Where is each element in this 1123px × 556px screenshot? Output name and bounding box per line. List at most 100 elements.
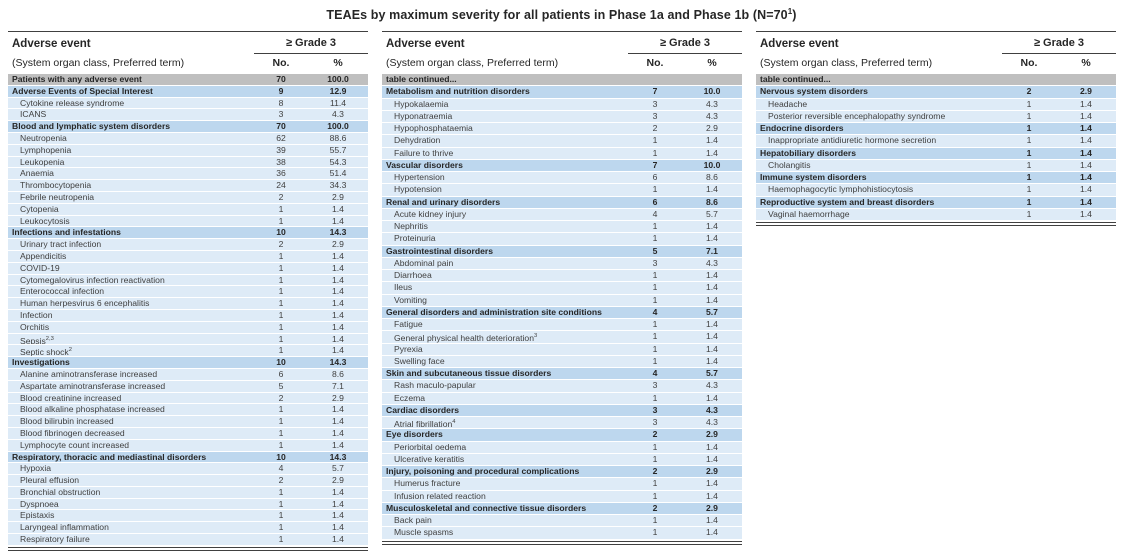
cell-pct: 1.4 xyxy=(332,309,344,320)
row-label: Cholangitis xyxy=(768,159,811,170)
cell-pct: 1.4 xyxy=(706,478,718,489)
row-label: Urinary tract infection xyxy=(20,239,102,250)
footnote-marker: 3 xyxy=(533,333,538,340)
cell-pct: 1.4 xyxy=(706,319,718,329)
row-label: Ileus xyxy=(394,282,413,293)
row-label: Cytomegalovirus infection reactivation xyxy=(20,274,165,285)
row-label: Infection xyxy=(20,309,53,320)
table-row-item: Infection 1 1.4 xyxy=(8,309,368,322)
column-header-pct: % xyxy=(333,57,343,69)
cell-no: 4 xyxy=(652,208,658,219)
cell-no: 1 xyxy=(652,270,658,280)
column-group-grade3: ≥ Grade 3 xyxy=(628,34,742,54)
table-row-item: Inappropriate antidiuretic hormone secre… xyxy=(756,135,1116,148)
row-label: Adverse Events of Special Interest xyxy=(12,85,153,96)
footnote-marker: 4 xyxy=(452,419,456,425)
row-label: Skin and subcutaneous tissue disorders xyxy=(386,368,552,378)
table-row-item: Eczema 1 1.4 xyxy=(382,392,742,405)
row-label: Pleural effusion xyxy=(20,475,80,486)
cell-no: 2 xyxy=(1026,86,1032,97)
cell-pct: 1.4 xyxy=(332,333,344,344)
row-label: Blood and lymphatic system disorders xyxy=(12,121,171,132)
cell-pct: 1.4 xyxy=(332,215,344,226)
cell-pct: 14.3 xyxy=(329,451,347,462)
cell-no: 1 xyxy=(652,453,658,464)
cell-no: 1 xyxy=(278,298,284,309)
column-header-no: No. xyxy=(646,57,664,69)
row-label: Blood bilirubin increased xyxy=(20,416,114,427)
row-label: Fatigue xyxy=(394,319,423,329)
table-row-item: Respiratory failure 1 1.4 xyxy=(8,534,368,546)
cell-no: 1 xyxy=(278,321,284,332)
cell-no: 1 xyxy=(1026,135,1032,146)
cell-no: 62 xyxy=(276,132,286,143)
table-row-section: Nervous system disorders 2 2.9 xyxy=(756,86,1116,99)
table-row-item: Enterococcal infection 1 1.4 xyxy=(8,286,368,299)
row-label: Nervous system disorders xyxy=(760,86,868,97)
cell-pct: 1.4 xyxy=(332,286,344,297)
page-title-suffix: ) xyxy=(792,8,797,23)
row-label: Patients with any adverse event xyxy=(12,74,142,84)
cell-pct: 10.0 xyxy=(703,86,721,97)
row-label: Renal and urinary disorders xyxy=(386,196,501,207)
row-label: Investigations xyxy=(12,357,70,368)
cell-pct: 1.4 xyxy=(1080,172,1092,182)
table-row-section: Renal and urinary disorders 6 8.6 xyxy=(382,196,742,209)
cell-no: 2 xyxy=(652,466,658,476)
table-row-item: Hypophosphataemia 2 2.9 xyxy=(382,123,742,136)
cell-pct: 1.4 xyxy=(1080,123,1092,133)
cell-no: 3 xyxy=(652,404,658,415)
cell-pct: 1.4 xyxy=(1080,98,1092,109)
cell-no: 10 xyxy=(276,451,286,462)
cell-no: 8 xyxy=(278,97,284,108)
cell-no: 6 xyxy=(652,196,658,207)
table-row-item: Blood fibrinogen decreased 1 1.4 xyxy=(8,427,368,440)
cell-no: 10 xyxy=(276,357,286,368)
cell-pct: 2.9 xyxy=(706,502,718,513)
row-label: Hypertension xyxy=(394,172,445,182)
table-row-item: Hypotension 1 1.4 xyxy=(382,184,742,197)
table-row-item: Fatigue 1 1.4 xyxy=(382,319,742,332)
row-label: Eye disorders xyxy=(386,429,443,440)
cell-no: 38 xyxy=(276,156,286,167)
row-label: Dehydration xyxy=(394,135,441,146)
cell-pct: 5.7 xyxy=(706,368,718,378)
cell-pct: 14.3 xyxy=(329,227,347,238)
cell-no: 2 xyxy=(278,239,284,250)
cell-no: 2 xyxy=(652,123,658,133)
table-row-item: Blood alkaline phosphatase increased 1 1.4 xyxy=(8,404,368,417)
cell-no: 2 xyxy=(652,429,658,440)
table-row-item: Headache 1 1.4 xyxy=(756,98,1116,111)
row-label: Hypotension xyxy=(394,184,442,195)
table-row-section: Musculoskeletal and connective tissue di… xyxy=(382,502,742,515)
table-row-item: Anaemia 36 51.4 xyxy=(8,168,368,181)
cell-pct: 1.4 xyxy=(706,135,718,146)
table-row-item: Leukopenia 38 54.3 xyxy=(8,156,368,169)
row-label: Infections and infestations xyxy=(12,227,121,238)
row-label: Human herpesvirus 6 encephalitis xyxy=(20,298,150,309)
column-header-no: No. xyxy=(1020,57,1038,69)
table-row-item: Atrial fibrillation4 3 4.3 xyxy=(382,417,742,430)
table-row-section: Adverse Events of Special Interest 9 12.9 xyxy=(8,85,368,98)
table-header-left: Adverse event (System organ class, Prefe… xyxy=(8,34,254,74)
row-label: Eczema xyxy=(394,392,426,403)
cell-pct: 1.4 xyxy=(1080,147,1092,158)
table-row-item: Vomiting 1 1.4 xyxy=(382,294,742,307)
cell-no: 1 xyxy=(278,274,284,285)
row-label: table continued... xyxy=(386,74,457,84)
page-title: TEAEs by maximum severity for all patien… xyxy=(0,7,1123,22)
table-row-item: Febrile neutropenia 2 2.9 xyxy=(8,191,368,204)
row-label: Abdominal pain xyxy=(394,257,454,268)
cell-pct: 5.7 xyxy=(706,208,718,219)
table-row-item: Urinary tract infection 2 2.9 xyxy=(8,239,368,251)
cell-no: 2 xyxy=(278,191,284,202)
table-bottom-rule xyxy=(756,222,1116,226)
table-row-item: Haemophagocytic lymphohistiocytosis 1 1.4 xyxy=(756,184,1116,197)
table-header-right: ≥ Grade 3 No. % xyxy=(1002,34,1116,74)
row-label: Inappropriate antidiuretic hormone secre… xyxy=(768,135,937,146)
footnote-marker: 2,3 xyxy=(45,335,54,342)
table-row-item: Abdominal pain 3 4.3 xyxy=(382,257,742,270)
cell-no: 3 xyxy=(652,257,658,268)
row-label: Back pain xyxy=(394,515,432,525)
row-label: ICANS xyxy=(20,109,47,120)
